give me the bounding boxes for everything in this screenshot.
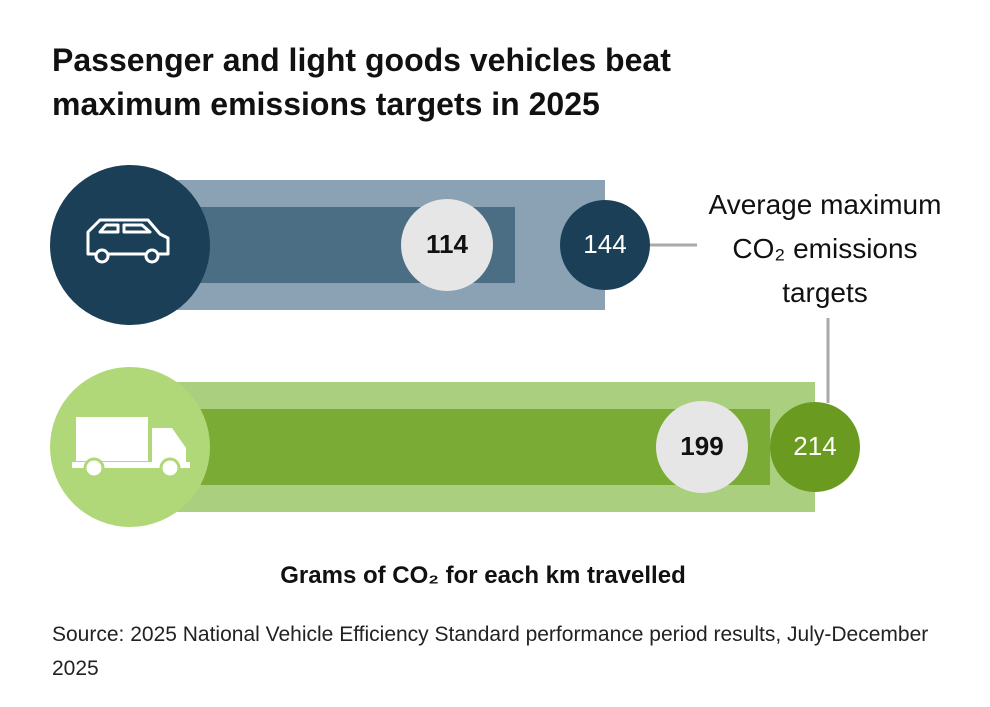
axis-label: Grams of CO₂ for each km travelled [280,562,686,589]
value-label: 114 [426,229,468,259]
car-icon [86,218,170,264]
actual-circle [401,199,493,291]
truck-wheel [159,457,181,479]
icon-circle [50,165,210,325]
chart-title: Passenger and light goods vehicles beat … [52,42,671,122]
car-wheel [144,248,160,264]
actual-circle [656,401,748,493]
truck-box [76,417,148,461]
target-circle [770,402,860,492]
source: Source: 2025 National Vehicle Efficiency… [52,623,929,680]
truck-base [72,462,190,468]
value-label: 214 [793,431,836,461]
truck-icon [72,417,190,479]
car-wheel [94,248,110,264]
car-window [98,223,152,234]
target-circle [560,200,650,290]
value-label: 199 [680,431,723,461]
car-body [86,218,170,256]
truck-wheel [83,457,105,479]
value-label: 144 [583,229,626,259]
annotation: Average maximum CO₂ emissions targets [708,189,942,308]
truck-cab [152,428,186,464]
